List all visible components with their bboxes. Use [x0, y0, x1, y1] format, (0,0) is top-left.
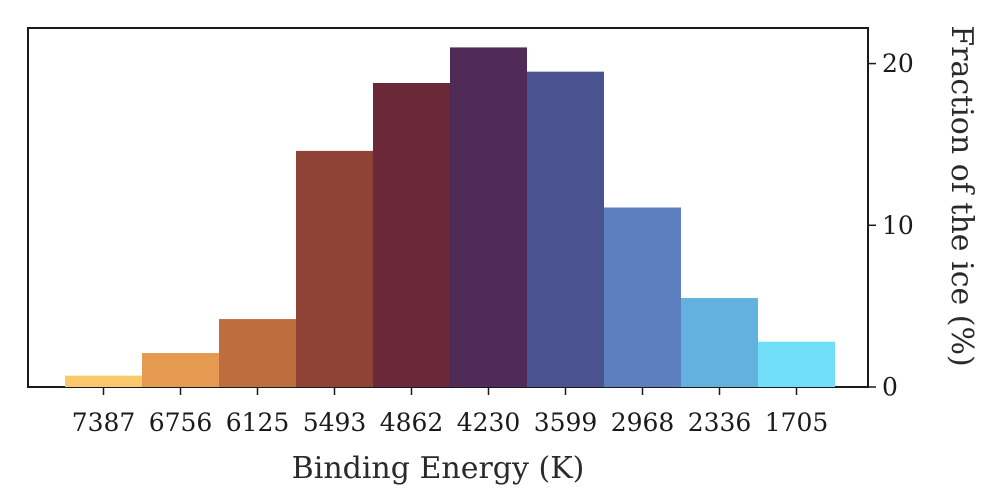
x-tick-label: 7387 [72, 408, 136, 437]
y-tick-label: 20 [882, 49, 914, 78]
bar-6756 [142, 353, 219, 387]
bar-7387 [65, 375, 142, 387]
x-tick-label: 1705 [765, 408, 829, 437]
x-tick-label: 3599 [534, 408, 598, 437]
bars-group [65, 47, 835, 388]
x-tick-label: 6756 [149, 408, 213, 437]
y-tick-label: 0 [882, 373, 898, 402]
bar-4230 [450, 47, 527, 388]
x-axis-title: Binding Energy (K) [292, 451, 585, 486]
y-tick-label: 10 [882, 211, 914, 240]
bar-2968 [604, 207, 681, 387]
x-ticks-group: 7387 6756 6125 5493 4862 4230 3599 2968 2336 1705 [72, 387, 829, 437]
x-tick-label: 4230 [457, 408, 521, 437]
bar-2336 [681, 298, 758, 387]
bar-4862 [373, 82, 450, 387]
y-axis-title: Fraction of the ice (%) [944, 25, 979, 366]
bar-5493 [296, 150, 373, 387]
x-tick-label: 2336 [688, 408, 752, 437]
bar-3599 [527, 71, 604, 387]
bar-6125 [219, 319, 296, 387]
x-tick-label: 6125 [226, 408, 290, 437]
x-tick-label: 2968 [611, 408, 675, 437]
x-tick-label: 4862 [380, 408, 444, 437]
x-tick-label: 5493 [303, 408, 367, 437]
y-ticks-group: 0 10 20 [868, 49, 914, 402]
bar-1705 [758, 341, 835, 387]
